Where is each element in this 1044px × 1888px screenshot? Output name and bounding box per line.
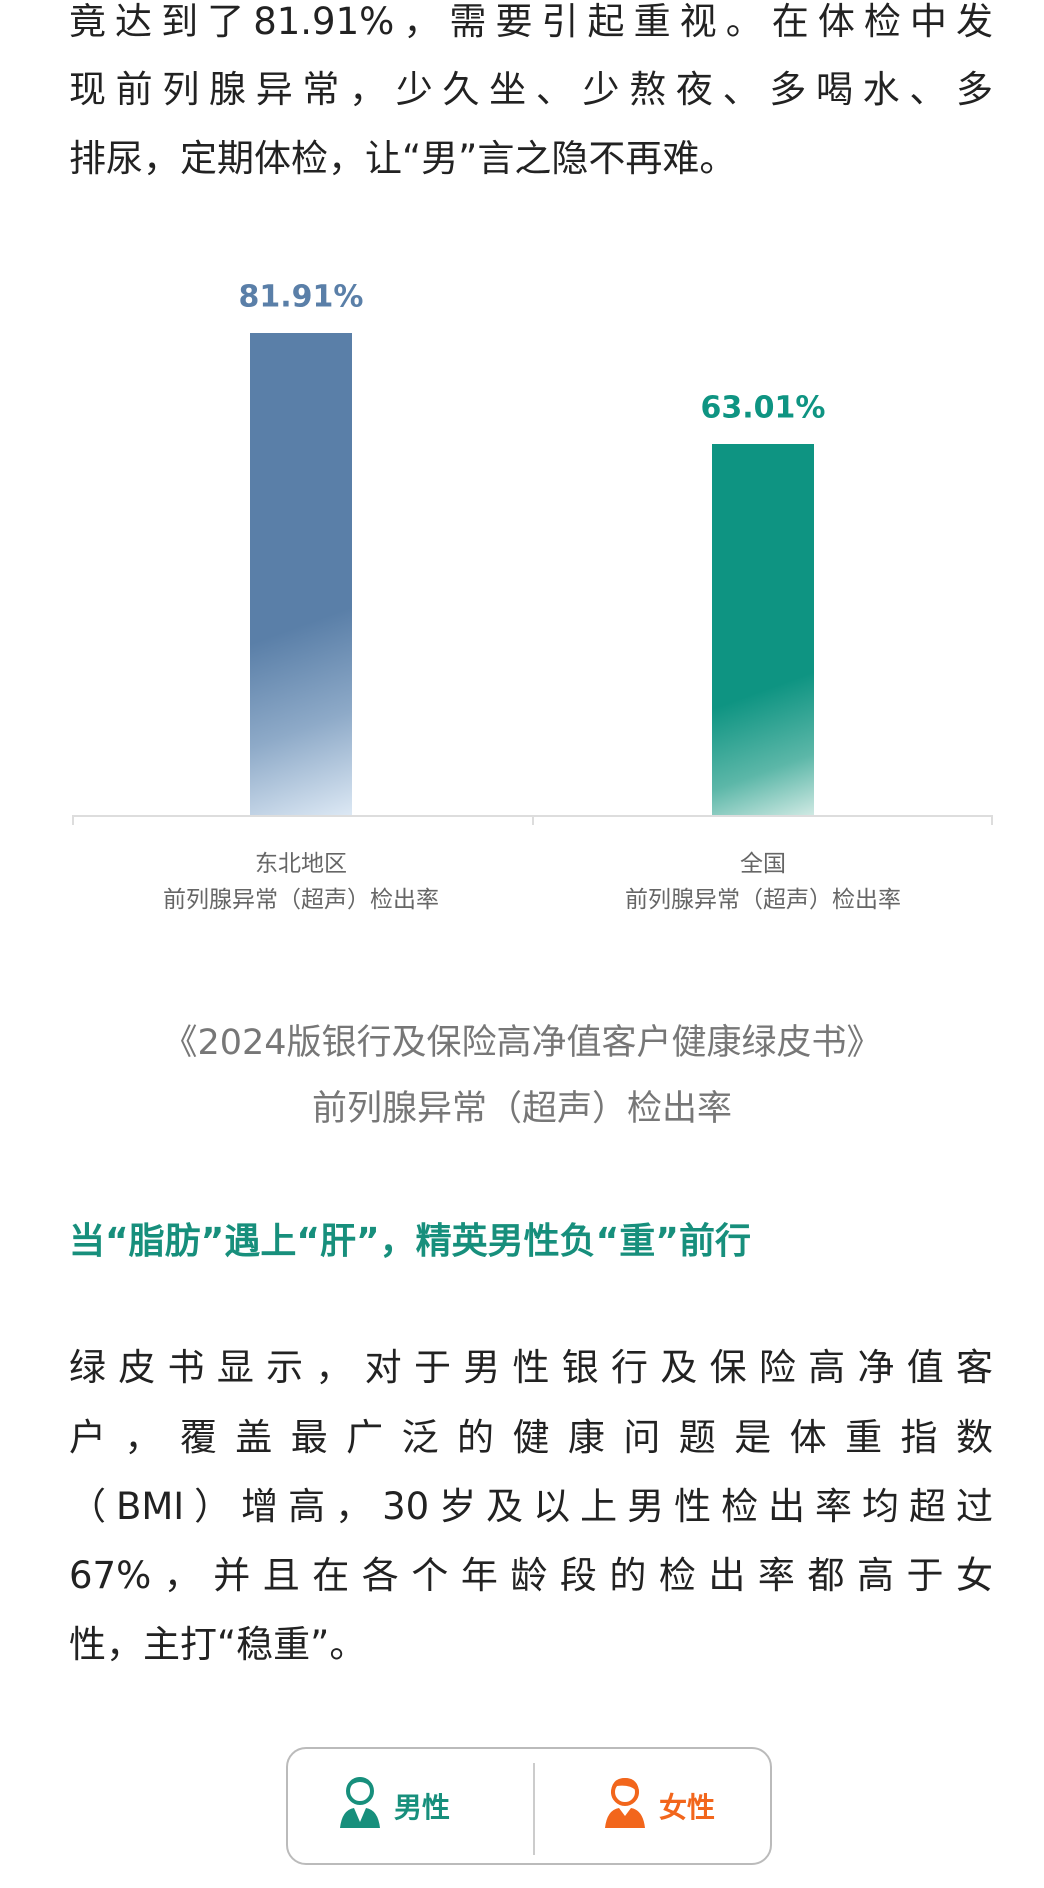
intro-line: 竟达到了81.91%，需要引起重视。在体检中发 bbox=[69, 0, 993, 43]
tab-label: 男性 bbox=[394, 1791, 451, 1824]
intro-line: 现前列腺异常，少久坐、少熬夜、多喝水、多 bbox=[69, 68, 993, 111]
body-line: 户，覆盖最广泛的健康问题是体重指数 bbox=[69, 1416, 993, 1459]
axis-tick bbox=[72, 815, 74, 825]
body-line: （BMI）增高，30岁及以上男性检出率均超过 bbox=[69, 1485, 993, 1528]
gender-tab-bar: 男性 女性 bbox=[286, 1747, 772, 1865]
bar-value-label: 81.91% bbox=[238, 279, 364, 315]
female-user-icon bbox=[603, 1776, 647, 1837]
category-label-line: 前列腺异常（超声）检出率 bbox=[163, 887, 439, 913]
category-label-line: 东北地区 bbox=[255, 851, 347, 877]
category-label-line: 全国 bbox=[740, 851, 786, 877]
tab-label: 女性 bbox=[659, 1791, 716, 1824]
male-user-icon bbox=[338, 1776, 382, 1837]
tab-male[interactable]: 男性 bbox=[338, 1749, 450, 1863]
body-line: 绿皮书显示，对于男性银行及保险高净值客 bbox=[69, 1346, 993, 1389]
bar-northeast bbox=[250, 333, 352, 815]
bar-value-label: 63.01% bbox=[700, 390, 826, 426]
category-label: 东北地区 前列腺异常（超声）检出率 bbox=[163, 846, 439, 918]
bar-national bbox=[712, 444, 814, 815]
tab-divider bbox=[533, 1763, 535, 1855]
chart-caption: 前列腺异常（超声）检出率 bbox=[311, 1089, 732, 1129]
category-label: 全国 前列腺异常（超声）检出率 bbox=[625, 846, 901, 918]
body-line: 67%，并且在各个年龄段的检出率都高于女 bbox=[69, 1554, 993, 1597]
intro-line: 排尿，定期体检，让“男”言之隐不再难。 bbox=[69, 137, 737, 180]
body-line: 性，主打“稳重”。 bbox=[69, 1623, 367, 1666]
tab-female[interactable]: 女性 bbox=[603, 1749, 715, 1863]
axis-tick bbox=[991, 815, 993, 825]
chart-caption: 《2024版银行及保险高净值客户健康绿皮书》 bbox=[162, 1023, 882, 1063]
section-heading: 当“脂肪”遇上“肝”，精英男性负“重”前行 bbox=[69, 1221, 751, 1262]
category-label-line: 前列腺异常（超声）检出率 bbox=[625, 887, 901, 913]
axis-tick bbox=[532, 815, 534, 825]
